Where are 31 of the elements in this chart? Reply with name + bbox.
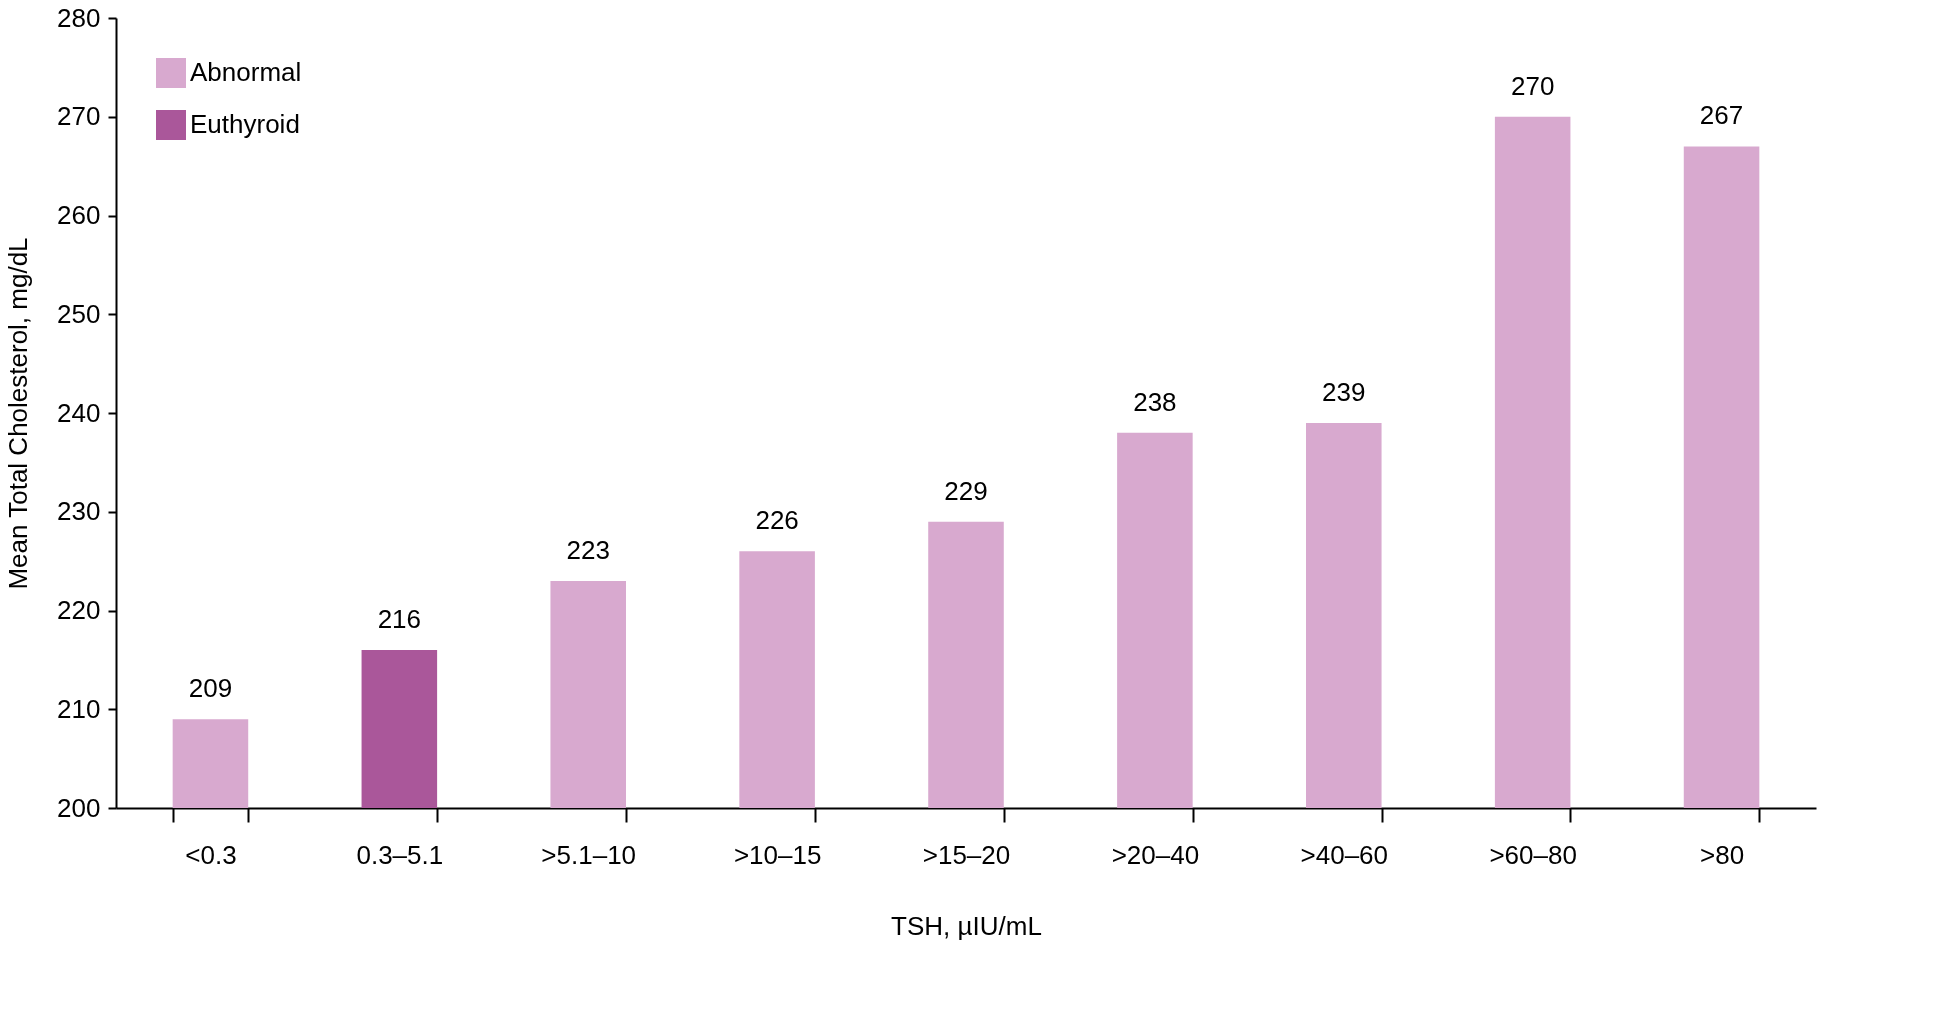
y-tick-label: 200 <box>57 792 101 823</box>
legend-label: Euthyroid <box>190 109 300 139</box>
data-label: 209 <box>188 673 233 704</box>
x-tick-label: >60–80 <box>1489 839 1577 870</box>
x-tick-label: >15–20 <box>922 839 1011 870</box>
legend-label: Abnormal <box>190 57 302 87</box>
data-label: 267 <box>1699 100 1744 131</box>
x-tick-label: >10–15 <box>733 839 822 870</box>
y-tick-label: 240 <box>57 397 101 428</box>
data-label: 216 <box>377 604 422 634</box>
y-tick-label: 230 <box>57 496 101 527</box>
y-tick-label: 260 <box>57 200 101 230</box>
x-tick-label: <0.3 <box>185 839 237 870</box>
data-label: 238 <box>1133 386 1177 417</box>
data-label: 270 <box>1510 70 1555 101</box>
data-label: 239 <box>1322 376 1366 407</box>
data-label: 229 <box>944 475 988 506</box>
x-tick-label: >80 <box>1700 839 1745 870</box>
x-tick-label: >40–60 <box>1300 839 1389 870</box>
data-label: 226 <box>755 505 799 536</box>
x-tick-label: >5.1–10 <box>541 839 637 870</box>
y-tick-label: 270 <box>57 101 101 132</box>
x-axis-title: TSH, µIU/mL <box>891 910 1042 941</box>
y-tick-label: 210 <box>57 693 101 724</box>
y-axis-title: Mean Total Cholesterol, mg/dL <box>3 237 34 590</box>
x-tick-label: >20–40 <box>1111 839 1200 870</box>
y-tick-label: 280 <box>57 2 101 33</box>
y-tick-label: 220 <box>57 595 101 625</box>
y-tick-label: 250 <box>57 298 101 329</box>
data-label: 223 <box>566 534 610 565</box>
x-tick-label: 0.3–5.1 <box>356 839 444 870</box>
